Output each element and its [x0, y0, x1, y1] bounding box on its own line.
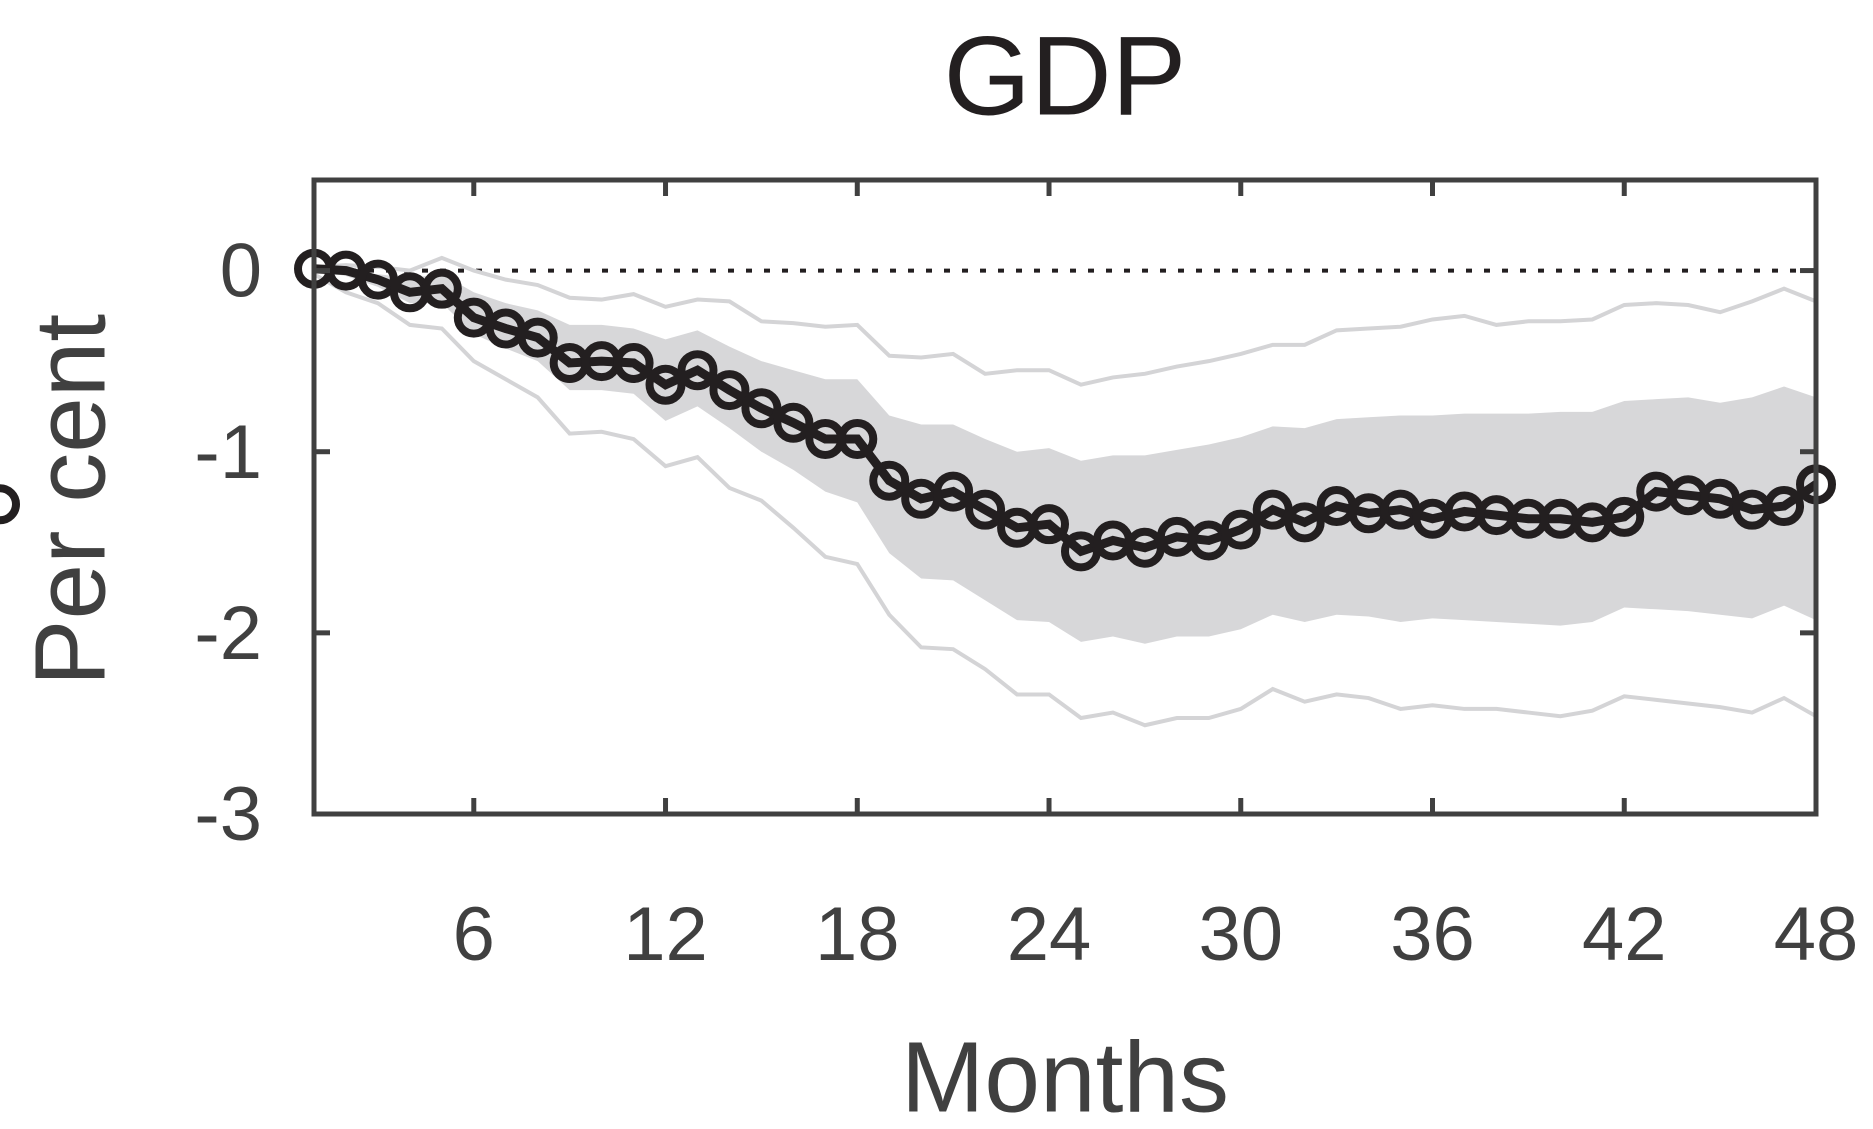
marker — [1284, 502, 1325, 543]
x-tick-label: 12 — [623, 892, 708, 977]
marker — [709, 370, 750, 411]
marker — [357, 259, 398, 300]
plot-frame — [311, 177, 1819, 817]
marker — [1220, 509, 1261, 550]
marker — [965, 489, 1006, 530]
x-axis-label: Months — [901, 1021, 1229, 1129]
confidence-band — [314, 270, 1816, 644]
marker — [645, 364, 686, 405]
marker — [677, 350, 718, 391]
marker — [613, 342, 654, 383]
x-tick-label: 42 — [1582, 892, 1667, 977]
bound-line — [313, 255, 1817, 387]
marker — [741, 388, 782, 429]
x-tick-label: 36 — [1390, 892, 1475, 977]
marker — [837, 419, 878, 460]
y-tick-label: -1 — [194, 410, 262, 495]
y-axis-label: Per cent — [14, 314, 126, 687]
marker — [421, 268, 462, 309]
x-tick-label: 24 — [1007, 892, 1092, 977]
marker — [1604, 496, 1645, 537]
marker — [773, 402, 814, 443]
x-tick-label: 30 — [1198, 892, 1283, 977]
x-tick-label: 18 — [815, 892, 900, 977]
median-line — [313, 264, 1819, 557]
x-tick-label: 48 — [1774, 892, 1859, 977]
chart-title: GDP — [944, 14, 1187, 139]
marker — [1029, 504, 1070, 545]
marker — [1764, 486, 1805, 527]
marker — [869, 460, 910, 501]
x-tick-label: 6 — [453, 892, 495, 977]
y-tick-label: 0 — [220, 229, 262, 314]
marker — [1252, 489, 1293, 530]
y-tick-label: -3 — [194, 772, 262, 857]
marker — [933, 471, 974, 512]
y-tick-label: -2 — [194, 591, 262, 676]
marker — [0, 484, 20, 525]
marker — [517, 317, 558, 358]
bound-line — [313, 272, 1817, 728]
